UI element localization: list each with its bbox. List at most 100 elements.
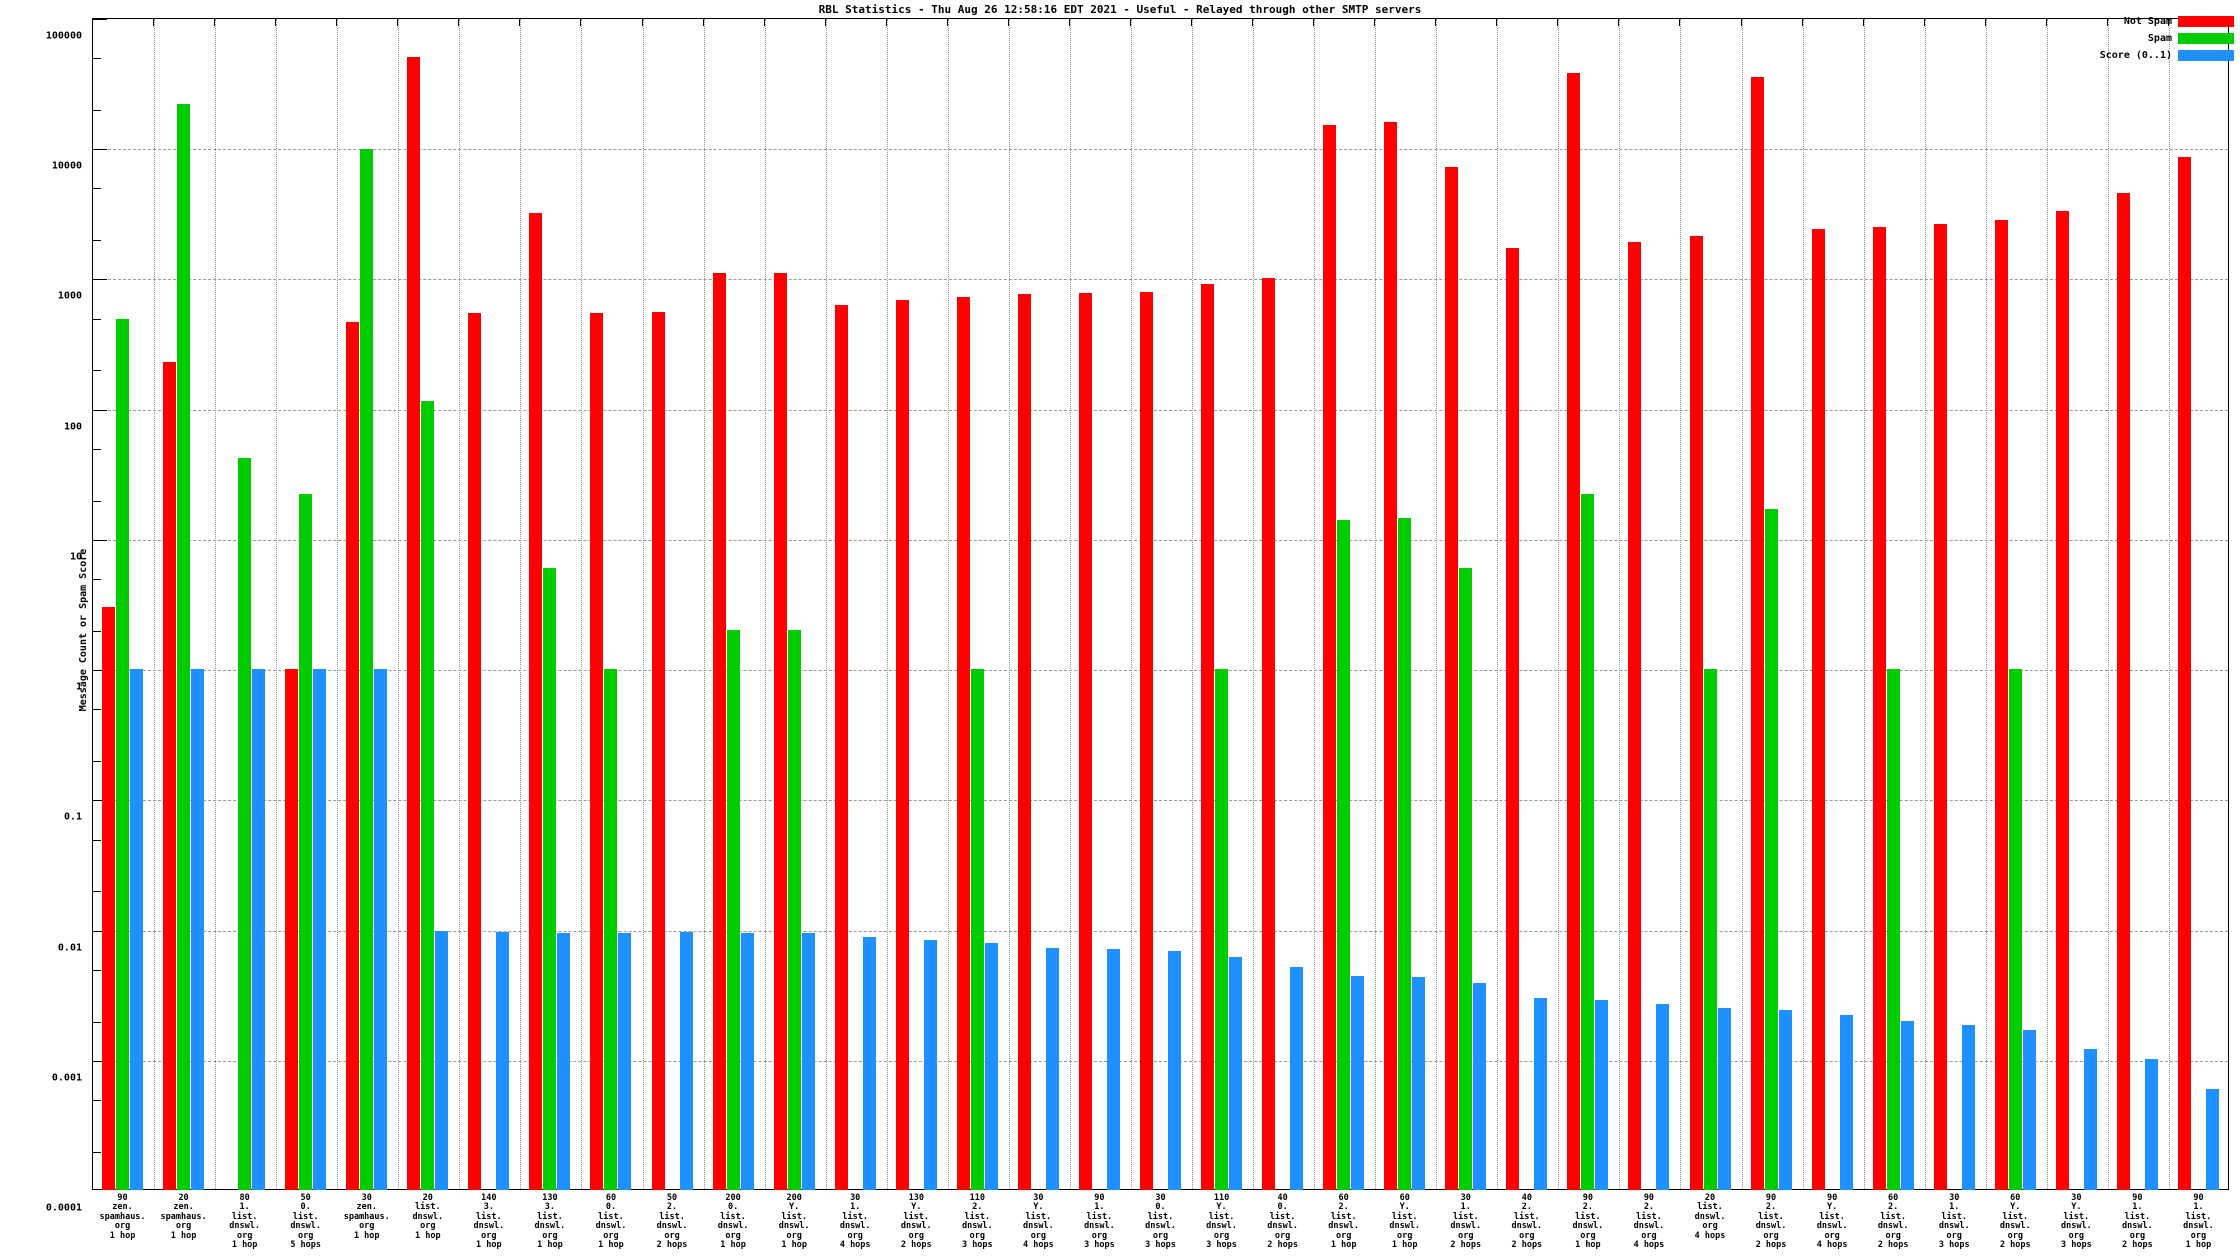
bar-spam[interactable]	[2008, 669, 2022, 1190]
bar-group[interactable]	[886, 18, 947, 1190]
bar-score[interactable]	[1473, 982, 1487, 1190]
bar-not-spam[interactable]	[1872, 226, 1886, 1190]
bar-group[interactable]	[1191, 18, 1252, 1190]
bar-group[interactable]	[1435, 18, 1496, 1190]
bar-not-spam[interactable]	[1811, 228, 1825, 1190]
bar-not-spam[interactable]	[163, 361, 177, 1190]
bar-score[interactable]	[1900, 1020, 1914, 1190]
bar-spam[interactable]	[1703, 669, 1717, 1190]
bar-not-spam[interactable]	[1628, 242, 1642, 1190]
bar-score[interactable]	[557, 933, 571, 1190]
bar-group[interactable]	[1252, 18, 1313, 1190]
bar-score[interactable]	[2083, 1049, 2097, 1190]
bar-score[interactable]	[862, 936, 876, 1190]
bar-not-spam[interactable]	[468, 313, 482, 1190]
bar-spam[interactable]	[787, 629, 801, 1190]
bar-score[interactable]	[191, 669, 205, 1190]
bar-score[interactable]	[374, 669, 388, 1190]
bar-not-spam[interactable]	[1689, 236, 1703, 1190]
bar-group[interactable]	[458, 18, 519, 1190]
bar-not-spam[interactable]	[834, 305, 848, 1190]
bar-group[interactable]	[1924, 18, 1985, 1190]
bar-spam[interactable]	[1398, 517, 1412, 1190]
bar-not-spam[interactable]	[1567, 72, 1581, 1190]
bar-not-spam[interactable]	[1750, 77, 1764, 1190]
bar-group[interactable]	[1008, 18, 1069, 1190]
bar-group[interactable]	[1679, 18, 1740, 1190]
bar-score[interactable]	[984, 942, 998, 1190]
bar-score[interactable]	[1351, 976, 1365, 1190]
bar-group[interactable]	[519, 18, 580, 1190]
bar-not-spam[interactable]	[651, 312, 665, 1190]
bar-not-spam[interactable]	[1201, 284, 1215, 1190]
bar-not-spam[interactable]	[895, 300, 909, 1190]
bar-score[interactable]	[130, 669, 144, 1190]
bar-score[interactable]	[1412, 977, 1426, 1190]
bar-score[interactable]	[1595, 999, 1609, 1190]
bar-group[interactable]	[1313, 18, 1374, 1190]
bar-group[interactable]	[1374, 18, 1435, 1190]
bar-score[interactable]	[2205, 1088, 2219, 1190]
bar-not-spam[interactable]	[1078, 293, 1092, 1190]
bar-not-spam[interactable]	[346, 322, 360, 1190]
bar-spam[interactable]	[1581, 494, 1595, 1190]
bar-not-spam[interactable]	[1506, 248, 1520, 1190]
bar-spam[interactable]	[116, 318, 130, 1190]
bar-score[interactable]	[801, 933, 815, 1190]
bar-spam[interactable]	[421, 400, 435, 1190]
bar-group[interactable]	[1741, 18, 1802, 1190]
bar-score[interactable]	[1717, 1007, 1731, 1190]
bar-not-spam[interactable]	[2177, 157, 2191, 1190]
bar-score[interactable]	[923, 940, 937, 1190]
bar-score[interactable]	[1961, 1025, 1975, 1190]
bar-group[interactable]	[214, 18, 275, 1190]
bar-spam[interactable]	[360, 148, 374, 1190]
bar-group[interactable]	[642, 18, 703, 1190]
bar-group[interactable]	[397, 18, 458, 1190]
bar-score[interactable]	[2022, 1029, 2036, 1190]
bar-score[interactable]	[618, 933, 632, 1190]
bar-not-spam[interactable]	[1933, 224, 1947, 1190]
bar-group[interactable]	[1985, 18, 2046, 1190]
bar-not-spam[interactable]	[102, 606, 116, 1190]
bar-not-spam[interactable]	[1262, 278, 1276, 1190]
bar-not-spam[interactable]	[1994, 220, 2008, 1190]
bar-score[interactable]	[679, 931, 693, 1190]
bar-score[interactable]	[2144, 1059, 2158, 1190]
bar-group[interactable]	[1863, 18, 1924, 1190]
bar-spam[interactable]	[604, 669, 618, 1190]
bar-group[interactable]	[1130, 18, 1191, 1190]
bar-group[interactable]	[703, 18, 764, 1190]
bar-score[interactable]	[1045, 948, 1059, 1190]
bar-score[interactable]	[1167, 951, 1181, 1190]
bar-group[interactable]	[825, 18, 886, 1190]
bar-group[interactable]	[2046, 18, 2107, 1190]
bar-score[interactable]	[435, 931, 449, 1190]
bar-group[interactable]	[275, 18, 336, 1190]
bar-not-spam[interactable]	[773, 273, 787, 1190]
bar-score[interactable]	[1229, 956, 1243, 1190]
bar-group[interactable]	[580, 18, 641, 1190]
bar-group[interactable]	[2107, 18, 2168, 1190]
bar-group[interactable]	[92, 18, 153, 1190]
bar-spam[interactable]	[1764, 508, 1778, 1190]
bar-not-spam[interactable]	[2116, 193, 2130, 1190]
bar-not-spam[interactable]	[712, 273, 726, 1190]
bar-not-spam[interactable]	[956, 297, 970, 1190]
bar-group[interactable]	[2168, 18, 2229, 1190]
bar-spam[interactable]	[726, 629, 740, 1190]
bar-spam[interactable]	[177, 103, 191, 1190]
bar-score[interactable]	[1290, 966, 1304, 1190]
bar-spam[interactable]	[1337, 519, 1351, 1190]
bar-not-spam[interactable]	[285, 669, 299, 1190]
bar-spam[interactable]	[1459, 567, 1473, 1190]
bar-group[interactable]	[153, 18, 214, 1190]
bar-score[interactable]	[1656, 1003, 1670, 1190]
bar-group[interactable]	[1496, 18, 1557, 1190]
bar-spam[interactable]	[1886, 669, 1900, 1190]
bar-not-spam[interactable]	[590, 313, 604, 1190]
bar-group[interactable]	[764, 18, 825, 1190]
bar-group[interactable]	[1618, 18, 1679, 1190]
bar-group[interactable]	[1557, 18, 1618, 1190]
bar-score[interactable]	[740, 933, 754, 1190]
